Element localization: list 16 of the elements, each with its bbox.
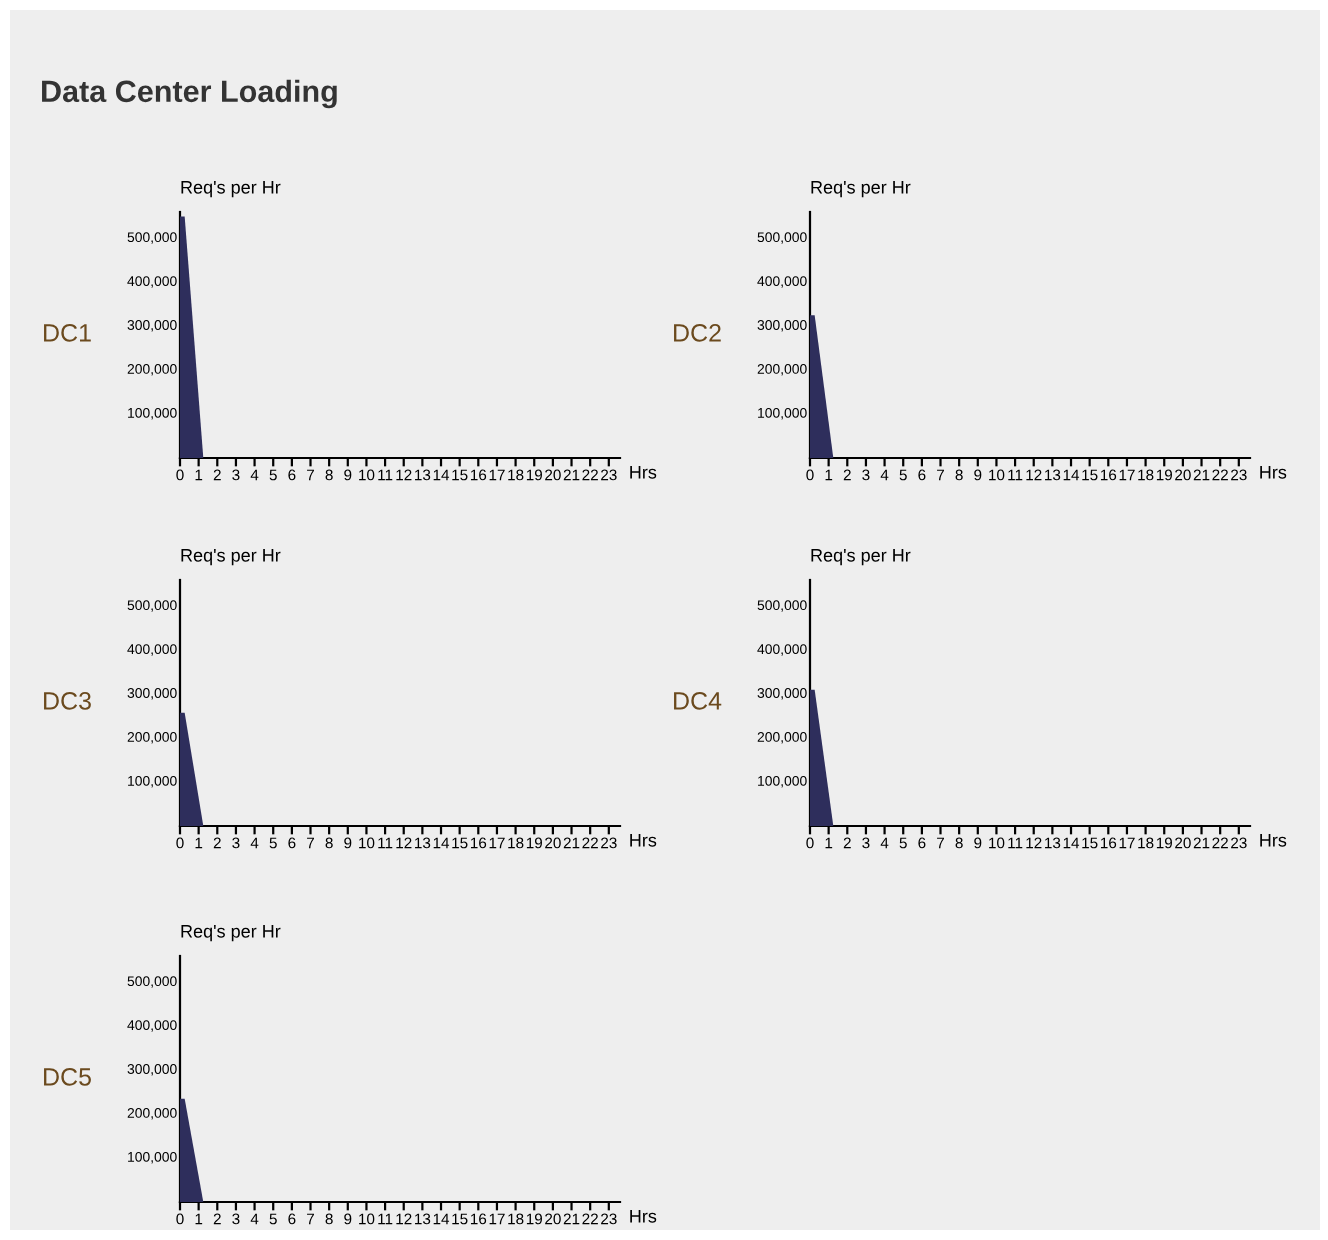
y-axis-title: Req's per Hr [181,925,281,942]
x-axis-title: Hrs [630,1210,657,1223]
y-axis-title: Req's per Hr [181,549,281,566]
text: DC5 [44,1068,91,1086]
x-axis-title: Hrs [630,466,657,479]
text: DC1 [44,324,91,342]
y-axis-title: Req's per Hr [181,181,281,198]
y-axis-title: Req's per Hr [811,181,911,198]
text: DC4 [674,692,722,710]
x-axis-title: Hrs [1260,466,1287,479]
text: Data Center Loading [42,79,337,109]
text: DC3 [44,692,91,710]
y-axis-title: Req's per Hr [811,549,911,566]
x-axis-title: Hrs [1260,834,1287,847]
x-axis-title: Hrs [630,834,657,847]
text: DC2 [674,324,721,342]
